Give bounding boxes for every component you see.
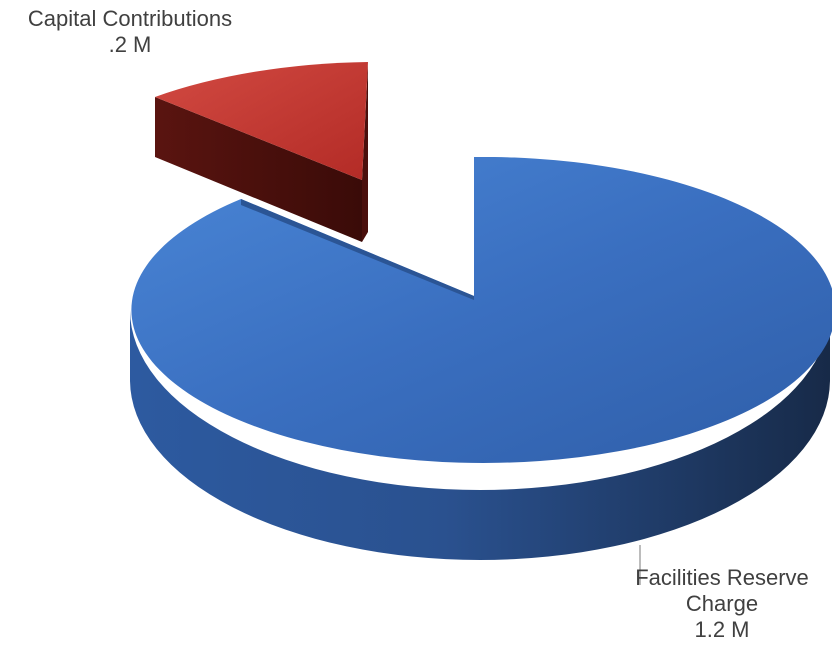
slice-facilities-side (130, 310, 830, 560)
facilities-reserve-charge-label: Facilities Reserve Charge 1.2 M (612, 565, 832, 643)
slice-facilities-reserve-charge (131, 156, 832, 463)
facilities-reserve-charge-name-line2: Charge (685, 591, 759, 616)
slice-facilities-cut-face-2 (241, 199, 474, 300)
slice-capital-side (155, 97, 362, 242)
capital-contributions-value: .2 M (108, 32, 152, 57)
capital-contributions-name: Capital Contributions (27, 6, 233, 31)
facilities-reserve-charge-name-line1: Facilities Reserve (635, 565, 809, 590)
facilities-reserve-charge-value: 1.2 M (694, 617, 750, 642)
slice-capital-contributions (155, 62, 368, 180)
capital-contributions-label: Capital Contributions .2 M (10, 6, 250, 58)
slice-capital-side-right (362, 64, 368, 242)
